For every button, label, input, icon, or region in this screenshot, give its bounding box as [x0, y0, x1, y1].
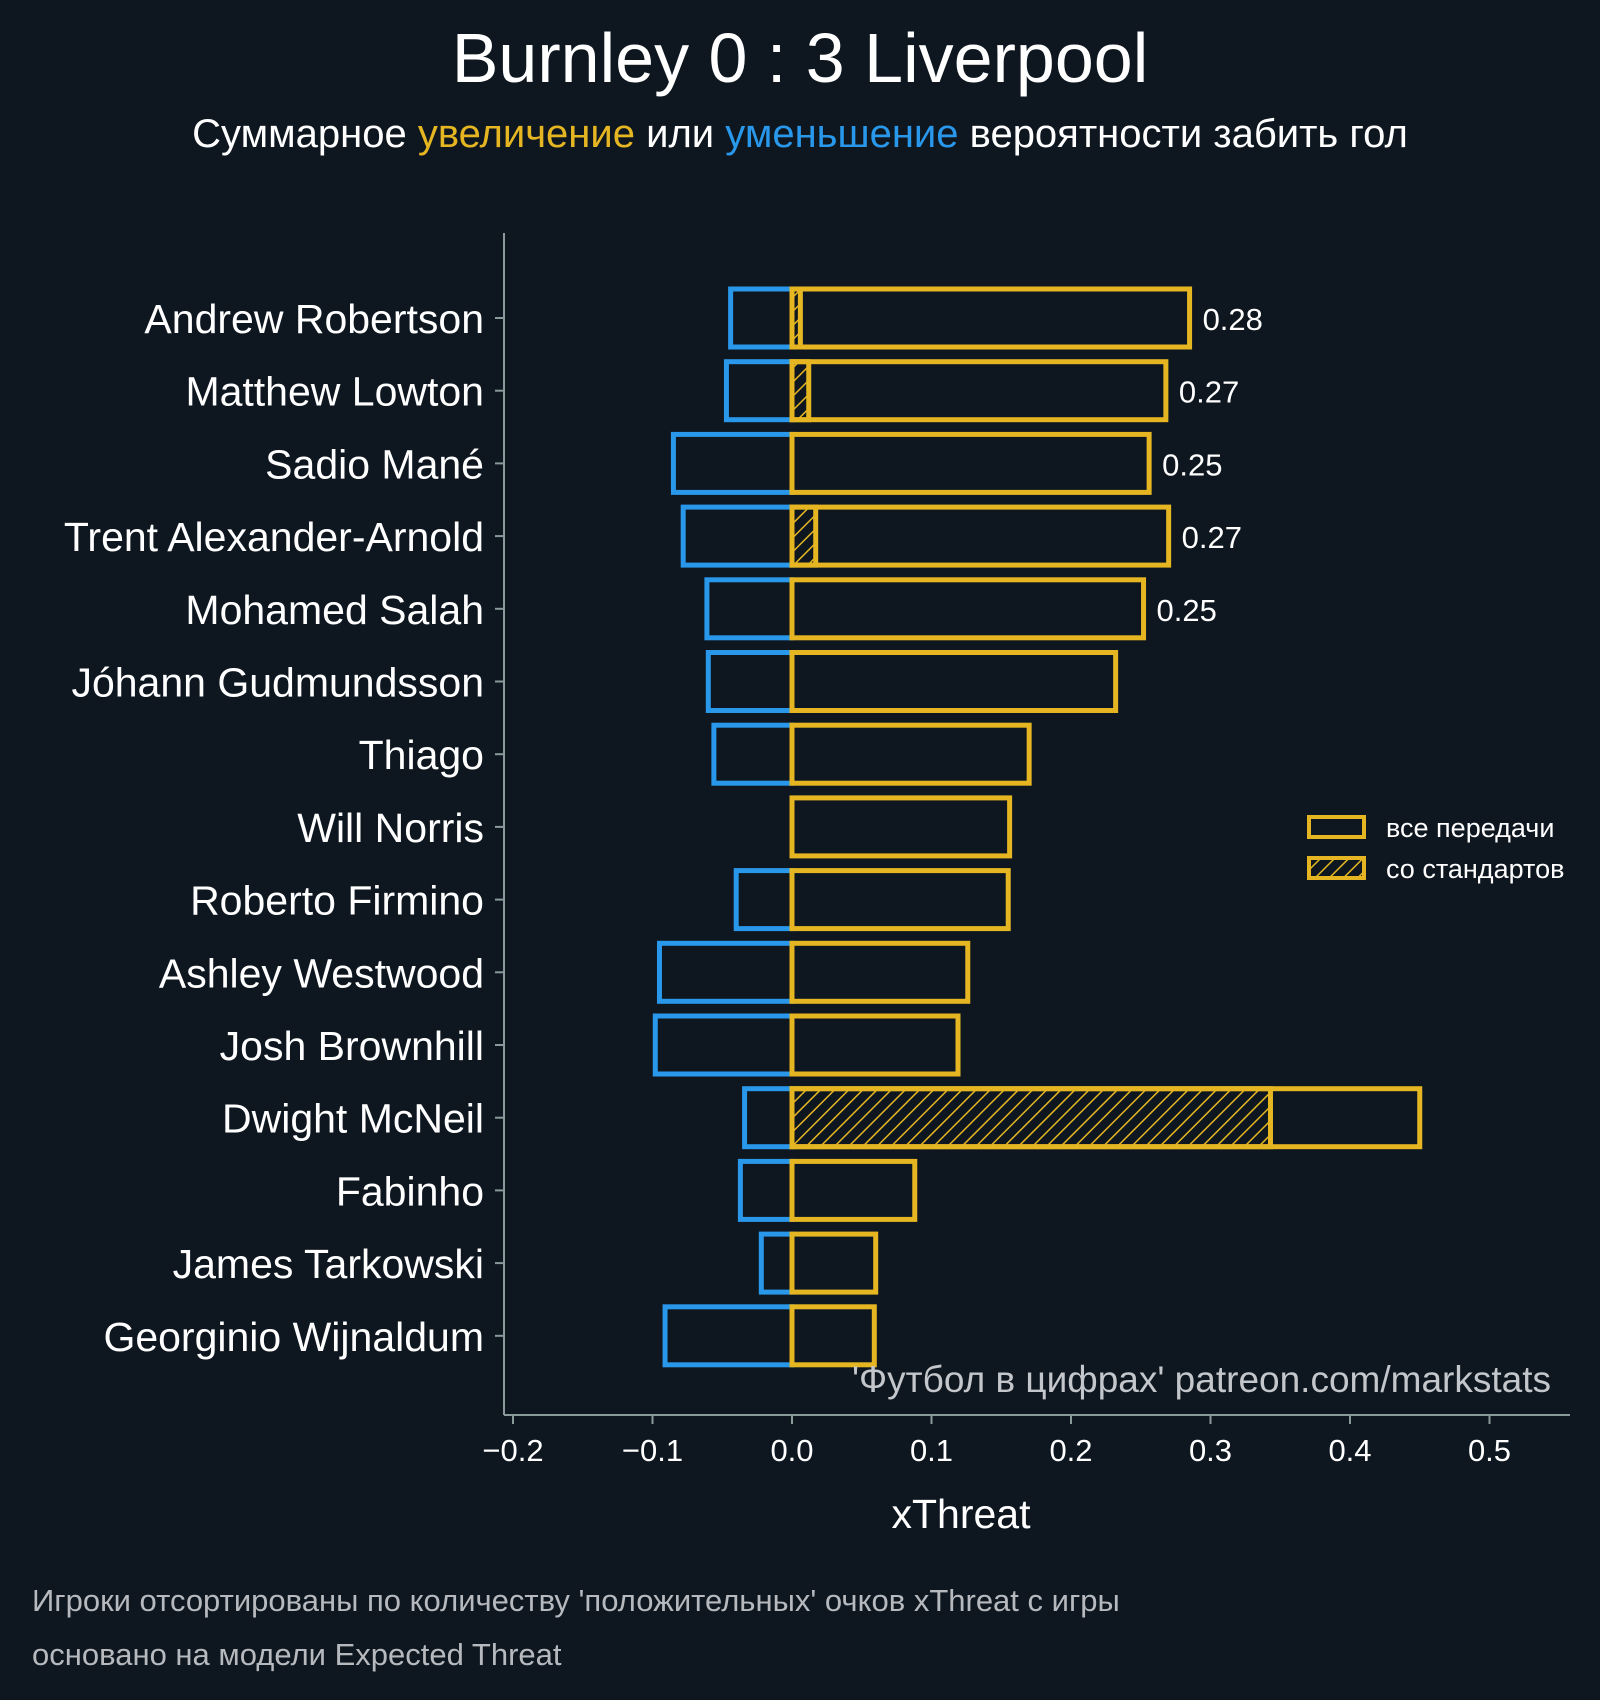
bar-negative — [711, 722, 795, 786]
data-label: 0.25 — [1162, 447, 1222, 482]
bar-positive — [789, 286, 1193, 350]
bar-positive — [789, 577, 1147, 641]
subtitle-or: или — [646, 112, 715, 156]
y-tick-label: Mohamed Salah — [185, 587, 484, 633]
bar-positive — [789, 359, 1169, 423]
bar-positive — [789, 1304, 877, 1368]
bar-negative — [728, 286, 795, 350]
bar-negative — [742, 1086, 795, 1150]
y-tick-label: Will Norris — [297, 805, 484, 851]
x-tick-label: 0.2 — [1049, 1433, 1092, 1468]
bar-positive — [789, 868, 1011, 932]
bars — [652, 286, 1423, 1368]
bar-positive — [789, 1013, 961, 1077]
bar-negative — [656, 940, 795, 1004]
data-label: 0.25 — [1157, 593, 1217, 628]
subtitle-prefix: Суммарное — [192, 112, 407, 156]
legend-label: все передачи — [1386, 813, 1554, 843]
bar-positive — [789, 722, 1032, 786]
bar-positive — [789, 940, 971, 1004]
legend-swatch-set-pieces — [1307, 856, 1366, 880]
bar-negative — [733, 868, 795, 932]
bar-set-pieces — [789, 1086, 1273, 1150]
legend: все передачи со стандартов — [1307, 813, 1564, 884]
data-label: 0.27 — [1182, 520, 1242, 555]
y-tick-label: Trent Alexander-Arnold — [64, 514, 484, 560]
x-axis-label: xThreat — [892, 1491, 1032, 1537]
bar-negative — [704, 577, 795, 641]
bar-positive — [789, 1086, 1423, 1150]
bar-negative — [758, 1231, 795, 1295]
x-tick-label: 0.4 — [1328, 1433, 1371, 1468]
footnote-sort: Игроки отсортированы по количеству 'поло… — [32, 1583, 1120, 1618]
bar-positive — [789, 504, 1172, 568]
bar-positive — [789, 1158, 918, 1222]
y-tick-label: Roberto Firmino — [190, 878, 484, 924]
bar-negative — [723, 359, 795, 423]
x-tick-label: −0.1 — [622, 1433, 683, 1468]
y-tick-label: Sadio Mané — [265, 441, 484, 487]
legend-swatch-all-passes — [1307, 815, 1366, 839]
labels: −0.2 −0.1 0.0 0.1 0.2 0.3 0.4 0.5 xThreat Andrew … — [64, 296, 1551, 1537]
bar-negative — [652, 1013, 795, 1077]
bar-positive — [789, 431, 1152, 495]
x-tick-label: −0.2 — [482, 1433, 543, 1468]
y-tick-label: Josh Brownhill — [220, 1023, 484, 1069]
y-tick-label: Georginio Wijnaldum — [103, 1314, 484, 1360]
y-tick-label: Fabinho — [336, 1168, 484, 1214]
y-tick-label: Jóhann Gudmundsson — [71, 660, 484, 706]
bar-negative — [705, 650, 795, 713]
subtitle-suffix: вероятности забить гол — [969, 112, 1408, 156]
bar-negative — [662, 1304, 795, 1368]
y-tick-label: Ashley Westwood — [159, 950, 484, 996]
x-tick-label: 0.0 — [770, 1433, 813, 1468]
bar-positive — [789, 650, 1119, 713]
x-tick-label: 0.5 — [1468, 1433, 1511, 1468]
bar-set-pieces — [789, 359, 812, 423]
bar-positive — [789, 795, 1013, 859]
data-label: 0.27 — [1179, 375, 1239, 410]
bar-positive — [789, 1231, 879, 1295]
y-tick-label: Andrew Robertson — [144, 296, 484, 342]
bar-negative — [670, 431, 795, 495]
chart-subtitle: Суммарное увеличение или уменьшение веро… — [0, 112, 1600, 157]
x-tick-label: 0.1 — [910, 1433, 953, 1468]
y-tick-label: Matthew Lowton — [185, 369, 484, 415]
y-tick-label: Dwight McNeil — [222, 1096, 484, 1142]
subtitle-decrease: уменьшение — [725, 112, 959, 156]
x-tick-label: 0.3 — [1189, 1433, 1232, 1468]
legend-label: со стандартов — [1386, 854, 1564, 884]
bar-set-pieces — [789, 504, 819, 568]
bar-negative — [737, 1158, 795, 1222]
watermark: 'Футбол в цифрах' patreon.com/markstats — [852, 1359, 1551, 1400]
y-tick-label: James Tarkowski — [173, 1241, 484, 1287]
subtitle-increase: увеличение — [417, 112, 635, 156]
footnote-model: основано на модели Expected Threat — [32, 1637, 562, 1672]
bar-negative — [680, 504, 795, 568]
chart-title: Burnley 0 : 3 Liverpool — [451, 19, 1149, 97]
axes — [495, 233, 1570, 1424]
data-label: 0.28 — [1203, 302, 1263, 337]
y-tick-label: Thiago — [359, 732, 484, 778]
